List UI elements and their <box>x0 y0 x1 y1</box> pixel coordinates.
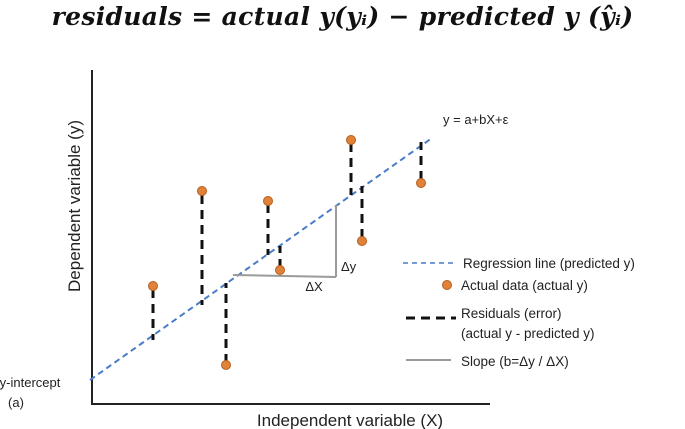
data-point <box>148 281 158 291</box>
data-point <box>346 135 356 145</box>
residuals-formula: residuals = actual y(yᵢ) − predicted y (… <box>51 2 634 31</box>
legend-actual-swatch <box>442 280 452 290</box>
data-point <box>197 186 207 196</box>
residual-lines <box>151 142 423 363</box>
y-intercept-label: y-intercept <box>0 375 61 390</box>
slope-triangle <box>232 205 337 278</box>
legend-slope-label: Slope (b=Δy / ΔX) <box>461 354 569 369</box>
y-intercept-value: (a) <box>8 395 24 410</box>
legend-actual-label: Actual data (actual y) <box>461 278 588 293</box>
data-point <box>357 236 367 246</box>
x-axis-label: Independent variable (X) <box>257 411 443 429</box>
data-point <box>416 178 426 188</box>
actual-data-points <box>148 135 426 370</box>
legend-residuals-sublabel: (actual y - predicted y) <box>461 326 595 341</box>
delta-x-label: ΔX <box>305 279 323 294</box>
data-point <box>263 196 273 206</box>
y-axis-label: Dependent variable (y) <box>65 120 84 292</box>
data-point <box>275 265 285 275</box>
delta-y-label: Δy <box>341 259 357 274</box>
equation-label: y = a+bX+ε <box>443 112 509 127</box>
legend-regression-label: Regression line (predicted y) <box>463 256 635 271</box>
regression-line <box>89 137 433 381</box>
legend: Regression line (predicted y) Actual dat… <box>403 256 635 369</box>
data-point <box>221 360 231 370</box>
legend-residuals-label: Residuals (error) <box>461 306 562 321</box>
